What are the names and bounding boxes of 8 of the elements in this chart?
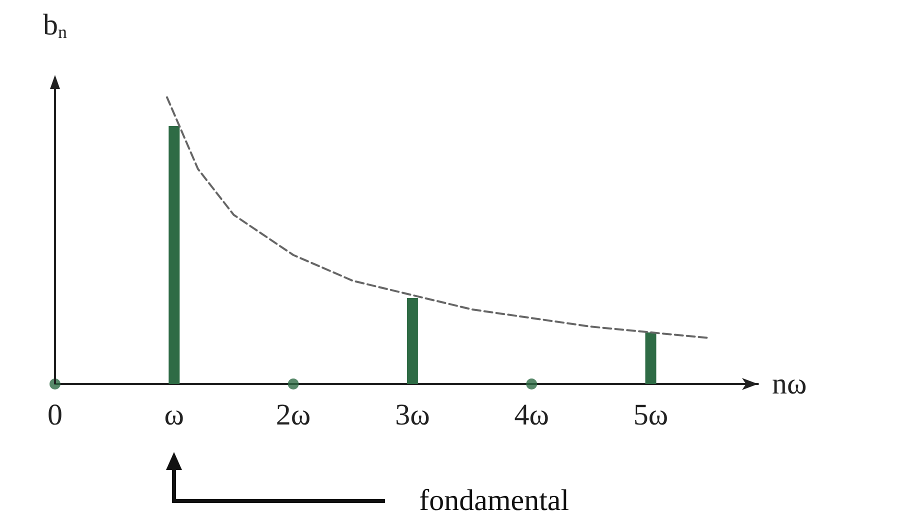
x-tick-label: 5ω xyxy=(633,398,668,432)
x-tick-label: 2ω xyxy=(276,398,311,432)
x-tick-label: 0 xyxy=(48,398,62,432)
x-tick-label: 3ω xyxy=(395,398,430,432)
text: fondamental xyxy=(419,484,570,518)
x-axis-title: nω xyxy=(772,368,807,400)
x-tick-label: ω xyxy=(164,398,184,432)
x-tick-label: 4ω xyxy=(514,398,549,432)
